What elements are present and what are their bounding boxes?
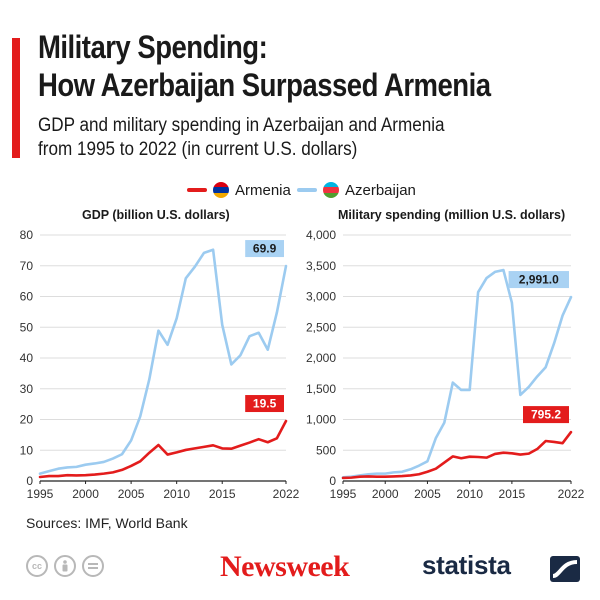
gdp-x-tick-label: 2005 — [118, 487, 145, 501]
military-y-tick-label: 0 — [329, 474, 336, 488]
page-title: Military Spending: How Azerbaijan Surpas… — [38, 28, 511, 104]
gdp-y-tick-label: 60 — [20, 290, 34, 304]
license-icons: cc — [26, 555, 104, 577]
legend-item-armenia: Armenia — [187, 180, 291, 200]
gdp-x-tick-label: 2015 — [209, 487, 236, 501]
military-y-tick-label: 2,500 — [306, 320, 336, 334]
gdp-x-tick-label: 2022 — [273, 487, 300, 501]
gdp-callout-box-azerbaijan — [245, 240, 284, 258]
gdp-y-tick-label: 10 — [20, 443, 34, 457]
military-y-tick-label: 3,000 — [306, 290, 336, 304]
military-x-tick-label: 2010 — [456, 487, 483, 501]
title-line-1: Military Spending: — [38, 29, 268, 65]
military-y-tick-label: 3,500 — [306, 259, 336, 273]
military-callout-box-azerbaijan — [508, 271, 569, 289]
military-series-armenia — [341, 430, 573, 480]
legend-label-armenia: Armenia — [235, 181, 291, 199]
military-y-tick-label: 1,000 — [306, 413, 336, 427]
accent-bar — [12, 38, 20, 158]
military-x-tick-label: 2015 — [499, 487, 526, 501]
military-y-tick-label: 4,000 — [306, 228, 336, 242]
subtitle-line-1: GDP and military spending in Azerbaijan … — [38, 115, 445, 136]
gdp-y-tick-label: 70 — [20, 259, 34, 273]
newsweek-logo: Newsweek — [220, 550, 350, 583]
azerbaijan-flag-icon — [323, 182, 339, 198]
military-chart-title: Military spending (million U.S. dollars) — [338, 208, 566, 222]
military-callout-box-armenia — [523, 406, 569, 424]
statista-logo: statista — [422, 550, 511, 580]
legend-swatch-armenia — [187, 188, 207, 192]
title-line-2: How Azerbaijan Surpassed Armenia — [38, 67, 491, 103]
subtitle: GDP and military spending in Azerbaijan … — [38, 114, 524, 162]
statista-mark-icon — [550, 556, 580, 582]
gdp-callout-box-armenia — [245, 395, 284, 413]
military-x-tick-label: 2022 — [558, 487, 585, 501]
military-x-tick-label: 2005 — [414, 487, 441, 501]
gdp-y-tick-label: 40 — [20, 351, 34, 365]
armenia-flag-icon — [213, 182, 229, 198]
military-x-tick-label: 1995 — [330, 487, 357, 501]
gdp-chart-title: GDP (billion U.S. dollars) — [82, 208, 230, 222]
military-x-tick-label: 2000 — [372, 487, 399, 501]
gdp-x-tick-label: 1995 — [27, 487, 54, 501]
military-callout-armenia: 795.2 — [531, 408, 561, 422]
equals-icon — [82, 555, 104, 577]
gdp-callout-azerbaijan: 69.9 — [253, 242, 277, 256]
gdp-y-tick-label: 0 — [26, 474, 33, 488]
gdp-x-tick-label: 2010 — [163, 487, 190, 501]
legend-swatch-azerbaijan — [297, 188, 317, 192]
gdp-y-tick-label: 20 — [20, 413, 34, 427]
gdp-series-armenia — [38, 419, 288, 479]
gdp-chart: 0 10 20 30 40 50 60 70 80 1995 2000 2005 2010 2015 202… — [20, 228, 300, 501]
subtitle-line-2: from 1995 to 2022 (in current U.S. dolla… — [38, 139, 358, 160]
military-y-tick-label: 500 — [316, 443, 336, 457]
military-y-tick-label: 2,000 — [306, 351, 336, 365]
by-icon — [54, 555, 76, 577]
military-callout-azerbaijan: 2,991.0 — [519, 273, 559, 287]
legend-label-azerbaijan: Azerbaijan — [345, 181, 416, 199]
legend-item-azerbaijan: Azerbaijan — [297, 180, 416, 200]
sources-note: Sources: IMF, World Bank — [26, 515, 188, 531]
legend: Armenia Azerbaijan — [0, 180, 600, 200]
military-series-azerbaijan — [341, 268, 573, 479]
gdp-y-tick-label: 80 — [20, 228, 34, 242]
military-chart: 0 500 1,000 1,500 2,000 2,500 3,000 3,500 4,000 1… — [306, 228, 585, 501]
cc-icon: cc — [26, 555, 48, 577]
gdp-callout-armenia: 19.5 — [253, 397, 277, 411]
gdp-y-tick-label: 30 — [20, 382, 34, 396]
gdp-y-tick-label: 50 — [20, 320, 34, 334]
gdp-series-azerbaijan — [38, 248, 288, 475]
gdp-x-tick-label: 2000 — [72, 487, 99, 501]
military-y-tick-label: 1,500 — [306, 382, 336, 396]
